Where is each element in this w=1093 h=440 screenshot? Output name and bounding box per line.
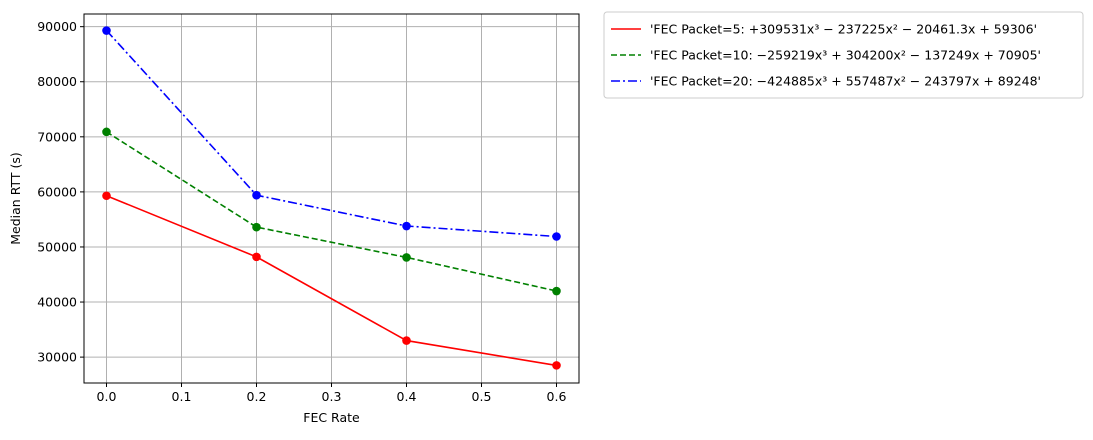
x-tick-label: 0.5 [472, 389, 492, 404]
data-point [102, 127, 111, 137]
y-axis-title: Median RTT (s) [8, 152, 23, 245]
series-1 [102, 191, 561, 370]
series-3 [102, 26, 561, 241]
y-tick-label: 50000 [37, 239, 77, 254]
legend-label: 'FEC Packet=5: +309531x³ − 237225x² − 20… [650, 22, 1037, 37]
series-2 [102, 127, 561, 296]
series-line [106, 131, 557, 292]
data-point [252, 222, 261, 232]
x-axis-title: FEC Rate [303, 410, 360, 425]
y-tick-label: 30000 [37, 350, 77, 365]
x-tick-label: 0.4 [397, 389, 417, 404]
y-tick-label: 70000 [37, 129, 77, 144]
axis-ticks: 0.0 0.1 0.2 0.3 0.4 0.5 0.6 30000 40000 50000 6000… [37, 19, 566, 404]
data-point [402, 221, 411, 231]
y-tick-label: 40000 [37, 295, 77, 310]
data-point [252, 190, 261, 200]
x-tick-label: 0.1 [172, 389, 192, 404]
x-tick-label: 0.6 [547, 389, 567, 404]
series-line [106, 194, 557, 367]
x-tick-label: 0.2 [247, 389, 267, 404]
x-tick-label: 0.3 [322, 389, 342, 404]
data-point [252, 252, 261, 262]
legend: 'FEC Packet=5: +309531x³ − 237225x² − 20… [603, 11, 1084, 99]
y-tick-label: 90000 [37, 19, 77, 34]
data-point [402, 253, 411, 262]
y-tick-label: 60000 [37, 184, 77, 199]
legend-label: 'FEC Packet=10: −259219x³ + 304200x² − 1… [650, 48, 1041, 63]
y-tick-label: 80000 [37, 74, 77, 89]
data-point [552, 286, 561, 296]
x-tick-label: 0.0 [97, 389, 117, 404]
data-point [552, 232, 561, 241]
data-point [102, 191, 111, 201]
data-point [102, 26, 111, 35]
legend-label: 'FEC Packet=20: −424885x³ + 557487x² − 2… [650, 74, 1041, 89]
data-point [402, 336, 411, 345]
series-layer [102, 26, 561, 370]
data-point [552, 361, 561, 370]
legend-box [603, 11, 1084, 99]
